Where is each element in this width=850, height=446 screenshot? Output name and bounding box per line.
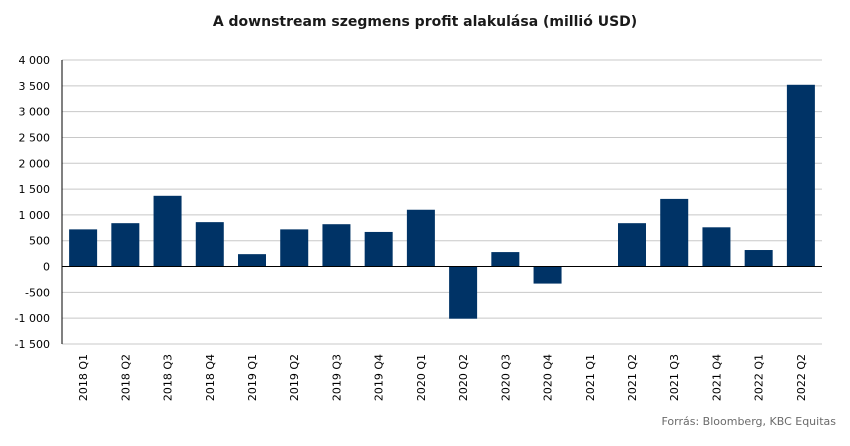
bar xyxy=(406,209,435,267)
y-tick-label: 4 000 xyxy=(19,54,51,67)
y-tick-label: 2 500 xyxy=(19,131,51,144)
x-tick-labels: 2018 Q1 2018 Q2 2018 Q3 2018 Q4 2019 Q1 2019 … xyxy=(77,354,808,401)
bar xyxy=(322,224,351,267)
x-tick-label: 2021 Q2 xyxy=(626,354,639,401)
x-tick-label: 2018 Q2 xyxy=(119,354,132,401)
bar xyxy=(280,229,309,267)
bar xyxy=(153,195,182,267)
bar xyxy=(449,266,478,319)
x-tick-label: 2019 Q3 xyxy=(330,354,343,401)
x-tick-label: 2018 Q3 xyxy=(162,354,175,401)
x-tick-label: 2022 Q2 xyxy=(795,354,808,401)
y-tick-label: -1 000 xyxy=(15,312,50,325)
y-tick-label: 3 500 xyxy=(19,80,51,93)
bar xyxy=(111,223,140,267)
x-tick-label: 2020 Q1 xyxy=(415,354,428,401)
bar xyxy=(195,222,224,267)
y-tick-label: -1 500 xyxy=(15,338,50,351)
bar xyxy=(533,266,562,284)
bar xyxy=(660,198,689,267)
bar xyxy=(69,229,98,267)
bars xyxy=(69,84,815,319)
bar xyxy=(744,250,773,267)
y-tick-label: 1 500 xyxy=(19,183,51,196)
gridlines xyxy=(62,59,822,345)
y-tick-label: 1 000 xyxy=(19,209,51,222)
x-tick-label: 2019 Q4 xyxy=(373,354,386,401)
y-tick-label: -500 xyxy=(25,286,50,299)
x-tick-label: 2019 Q2 xyxy=(288,354,301,401)
bar xyxy=(364,231,393,267)
x-tick-label: 2021 Q1 xyxy=(584,354,597,401)
x-tick-label: 2018 Q1 xyxy=(77,354,90,401)
x-tick-label: 2018 Q4 xyxy=(204,354,217,401)
y-tick-label: 2 000 xyxy=(19,157,51,170)
bar xyxy=(786,84,815,267)
y-tick-label: 500 xyxy=(29,235,50,248)
x-tick-label: 2019 Q1 xyxy=(246,354,259,401)
x-tick-label: 2020 Q3 xyxy=(499,354,512,401)
bar xyxy=(618,223,646,267)
axes xyxy=(61,60,822,344)
y-tick-labels: -1 500 -1 000 -500 0 500 1 000 1 500 2 000 2 500… xyxy=(15,54,50,351)
chart-title: A downstream szegmens profit alakulása (… xyxy=(212,14,638,30)
bar xyxy=(491,252,520,267)
x-tick-label: 2020 Q4 xyxy=(542,354,555,401)
x-tick-label: 2020 Q2 xyxy=(457,354,470,401)
bar xyxy=(238,254,266,267)
y-tick-label: 3 000 xyxy=(19,106,51,119)
x-tick-label: 2021 Q3 xyxy=(668,354,681,401)
x-tick-label: 2021 Q4 xyxy=(710,354,723,401)
bar xyxy=(702,227,731,267)
x-tick-label: 2022 Q1 xyxy=(753,354,766,401)
y-tick-label: 0 xyxy=(43,261,50,274)
source-note: Forrás: Bloomberg, KBC Equitas xyxy=(661,415,836,428)
